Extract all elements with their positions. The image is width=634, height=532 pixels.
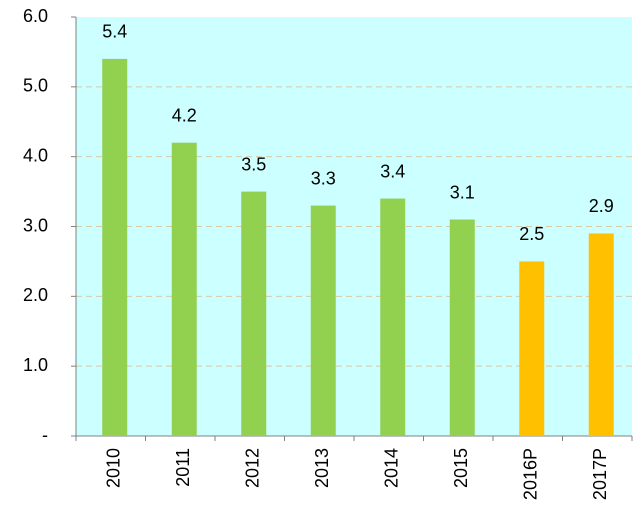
data-label: 5.4: [102, 22, 127, 42]
bar: [588, 233, 614, 436]
x-tick-label: 2010: [104, 448, 124, 488]
x-tick-label: 2014: [382, 448, 402, 488]
bar: [241, 191, 267, 436]
y-tick-label: -: [42, 425, 48, 445]
bar: [449, 219, 475, 436]
x-tick-label: 2013: [312, 448, 332, 488]
x-tick-label: 2016P: [521, 448, 541, 500]
bar: [519, 261, 545, 436]
data-label: 4.2: [172, 105, 197, 125]
y-tick-label: 6.0: [23, 6, 48, 26]
data-label: 3.5: [241, 154, 266, 174]
y-tick-label: 2.0: [23, 285, 48, 305]
y-tick-label: 4.0: [23, 145, 48, 165]
bar: [102, 58, 128, 437]
bar: [380, 198, 406, 436]
data-label: 3.4: [380, 161, 405, 181]
data-label: 3.3: [311, 168, 336, 188]
x-tick-label: 2015: [451, 448, 471, 488]
x-tick-label: 2017P: [590, 448, 610, 500]
x-tick-label: 2012: [243, 448, 263, 488]
data-label: 3.1: [450, 182, 475, 202]
bar: [310, 205, 336, 436]
bar: [171, 142, 197, 436]
data-label: 2.9: [589, 196, 614, 216]
x-tick-label: 2011: [173, 448, 193, 487]
y-tick-label: 5.0: [23, 76, 48, 96]
y-tick-label: 1.0: [23, 355, 48, 375]
data-label: 2.5: [519, 224, 544, 244]
y-tick-label: 3.0: [23, 215, 48, 235]
